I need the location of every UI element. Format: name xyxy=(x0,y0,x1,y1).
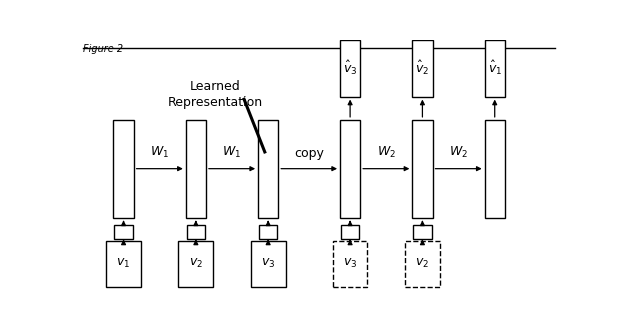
Bar xyxy=(113,120,134,217)
Text: Learned
Representation: Learned Representation xyxy=(167,80,262,109)
Bar xyxy=(341,225,360,239)
Bar xyxy=(485,120,505,217)
Bar xyxy=(340,40,360,97)
Bar xyxy=(106,241,141,287)
Text: $v_3$: $v_3$ xyxy=(343,257,357,271)
Bar xyxy=(413,225,432,239)
Bar xyxy=(258,120,278,217)
Text: $\hat{v}_2$: $\hat{v}_2$ xyxy=(415,59,429,77)
Text: $v_2$: $v_2$ xyxy=(415,257,429,271)
Bar xyxy=(333,241,368,287)
Text: $v_3$: $v_3$ xyxy=(261,257,276,271)
Text: $W_1$: $W_1$ xyxy=(150,145,169,160)
Text: $W_2$: $W_2$ xyxy=(449,145,468,160)
Text: copy: copy xyxy=(294,147,324,160)
Text: $v_1$: $v_1$ xyxy=(116,257,131,271)
Bar xyxy=(412,120,432,217)
Bar xyxy=(187,225,205,239)
Bar xyxy=(114,225,132,239)
Bar xyxy=(405,241,440,287)
Bar xyxy=(179,241,213,287)
Text: $\hat{v}_1$: $\hat{v}_1$ xyxy=(488,59,502,77)
Bar xyxy=(186,120,206,217)
Text: $\hat{v}_3$: $\hat{v}_3$ xyxy=(343,59,357,77)
Bar xyxy=(412,40,432,97)
Text: $W_1$: $W_1$ xyxy=(223,145,241,160)
Text: $W_2$: $W_2$ xyxy=(377,145,396,160)
Text: Figure 2: Figure 2 xyxy=(83,44,123,54)
Bar xyxy=(259,225,277,239)
Bar xyxy=(251,241,285,287)
Text: $v_2$: $v_2$ xyxy=(189,257,203,271)
Bar xyxy=(340,120,360,217)
Bar xyxy=(485,40,505,97)
